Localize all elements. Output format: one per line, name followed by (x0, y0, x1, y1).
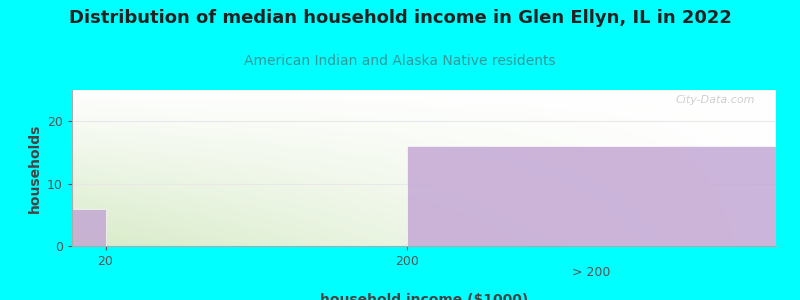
Bar (72, 208, 106, 246)
Bar (407, 146, 776, 246)
X-axis label: household income ($1000): household income ($1000) (320, 293, 528, 300)
Text: City-Data.com: City-Data.com (675, 95, 755, 105)
Text: Distribution of median household income in Glen Ellyn, IL in 2022: Distribution of median household income … (69, 9, 731, 27)
Text: American Indian and Alaska Native residents: American Indian and Alaska Native reside… (244, 54, 556, 68)
Text: > 200: > 200 (573, 266, 611, 279)
Y-axis label: households: households (27, 123, 42, 213)
